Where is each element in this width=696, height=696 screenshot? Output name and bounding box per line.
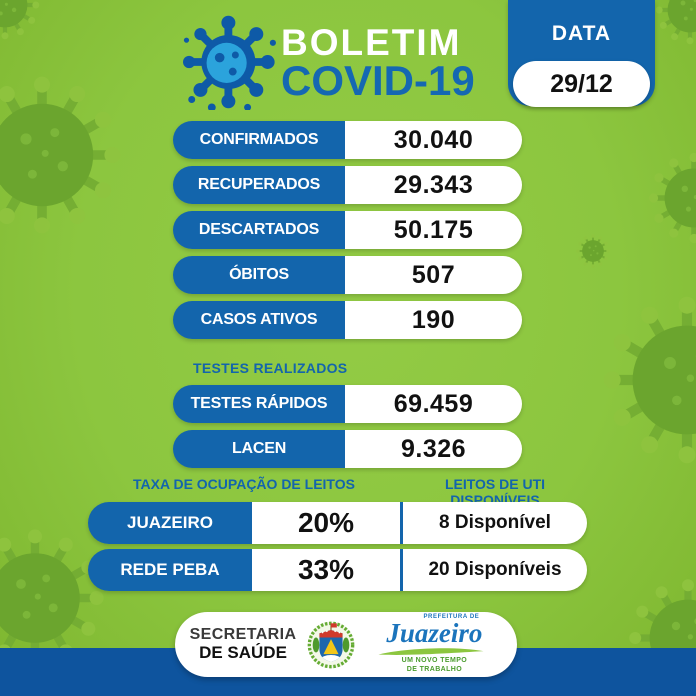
- green-swoosh-icon: [378, 648, 484, 656]
- virus-icon: [0, 75, 122, 235]
- bed-rate: 20%: [252, 502, 400, 544]
- stat-value: 50.175: [345, 211, 522, 249]
- stat-label: ÓBITOS: [173, 256, 345, 294]
- stat-value: 30.040: [345, 121, 522, 159]
- stat-row-descartados: DESCARTADOS 50.175: [173, 211, 522, 249]
- stat-row-recuperados: RECUPERADOS 29.343: [173, 166, 522, 204]
- virus-icon: [602, 295, 696, 465]
- covid-virus-icon: [183, 15, 276, 110]
- divider: [400, 502, 403, 544]
- date-value: 29/12: [513, 61, 650, 107]
- tests-heading: TESTES REALIZADOS: [193, 360, 348, 376]
- occupancy-heading: TAXA DE OCUPAÇÃO DE LEITOS: [133, 476, 355, 492]
- stat-label: DESCARTADOS: [173, 211, 345, 249]
- bed-label: JUAZEIRO: [88, 502, 252, 544]
- virus-icon: [576, 234, 610, 268]
- stat-label: RECUPERADOS: [173, 166, 345, 204]
- tagline: UM NOVO TEMPO DE TRABALHO: [401, 657, 468, 673]
- bed-label: REDE PEBA: [88, 549, 252, 591]
- stat-value: 29.343: [345, 166, 522, 204]
- prefeitura-small-text: PREFEITURA DE: [423, 614, 480, 621]
- bed-rate: 33%: [252, 549, 400, 591]
- stat-label: TESTES RÁPIDOS: [173, 385, 345, 423]
- stat-value: 507: [345, 256, 522, 294]
- stat-row-confirmados: CONFIRMADOS 30.040: [173, 121, 522, 159]
- footer-bar: SECRETARIA DE SAÚDE PREFEITURA DE Juazei…: [175, 612, 517, 677]
- virus-icon: [0, 528, 105, 668]
- stat-row-lacen: LACEN 9.326: [173, 430, 522, 468]
- date-label: DATA: [551, 22, 612, 45]
- bed-row-rede-peba: REDE PEBA 33% 20 Disponíveis: [88, 549, 587, 591]
- stat-label: LACEN: [173, 430, 345, 468]
- stat-row-obitos: ÓBITOS 507: [173, 256, 522, 294]
- juazeiro-coat-of-arms-icon: [308, 621, 355, 668]
- prefeitura-logo: PREFEITURA DE Juazeiro UM NOVO TEMPO DE …: [366, 614, 502, 675]
- virus-icon: [648, 152, 696, 244]
- stat-value: 190: [345, 301, 522, 339]
- bed-uti: 20 Disponíveis: [403, 549, 587, 591]
- divider: [400, 549, 403, 591]
- secretaria-text: SECRETARIA DE SAÚDE: [189, 626, 297, 662]
- bed-uti: 8 Disponível: [403, 502, 587, 544]
- city-name-script: Juazeiro: [386, 618, 483, 649]
- bed-row-juazeiro: JUAZEIRO 20% 8 Disponível: [88, 502, 587, 544]
- stat-value: 69.459: [345, 385, 522, 423]
- virus-icon: [0, 0, 40, 40]
- stat-label: CONFIRMADOS: [173, 121, 345, 159]
- stat-label: CASOS ATIVOS: [173, 301, 345, 339]
- bulletin-title: BOLETIM: [281, 22, 462, 63]
- virus-icon: [655, 0, 696, 45]
- stat-row-testes-rapidos: TESTES RÁPIDOS 69.459: [173, 385, 522, 423]
- bulletin-subtitle: COVID-19: [281, 57, 475, 104]
- stat-row-casos-ativos: CASOS ATIVOS 190: [173, 301, 522, 339]
- stat-value: 9.326: [345, 430, 522, 468]
